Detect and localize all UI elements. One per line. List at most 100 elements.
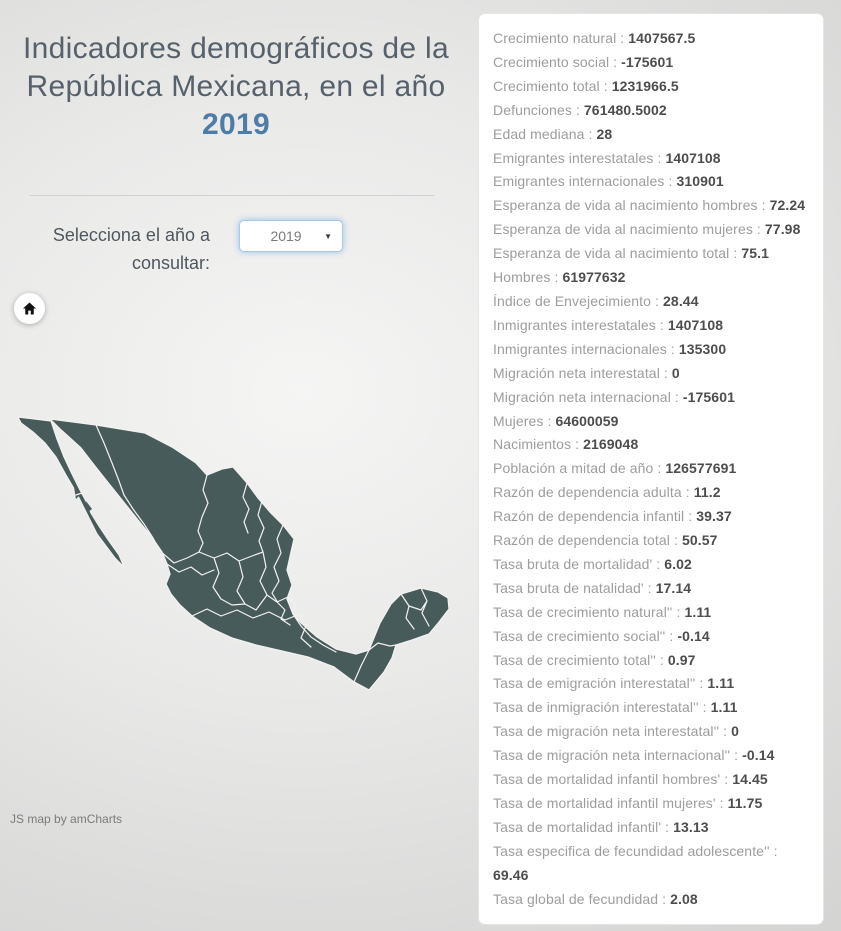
indicator-separator: : [599, 77, 612, 94]
indicator-separator: : [684, 508, 697, 525]
indicator-value: 0 [731, 723, 740, 740]
indicator-separator: : [670, 388, 683, 405]
indicator-value: 6.02 [664, 555, 692, 572]
indicator-label: Esperanza de vida al nacimiento mujeres [493, 221, 753, 238]
indicator-row: Migración neta internacional : -175601 [493, 386, 810, 410]
indicator-row: Tasa de crecimiento social'' : -0.14 [493, 625, 810, 649]
indicator-separator: : [655, 316, 668, 333]
indicator-row: Tasa de migración neta interestatal'' : … [493, 720, 810, 744]
indicator-label: Tasa bruta de mortalidad' [493, 555, 653, 572]
indicator-label: Tasa global de fecundidad [493, 890, 659, 907]
indicator-row: Nacimientos : 2169048 [493, 433, 810, 457]
map-baja-shape[interactable] [17, 416, 125, 568]
indicator-separator: : [729, 245, 742, 262]
indicator-row: Tasa de mortalidad infantil mujeres' : 1… [493, 792, 810, 816]
indicator-label: Edad mediana [493, 125, 585, 142]
indicator-row: Esperanza de vida al nacimiento total : … [493, 242, 810, 266]
indicator-separator: : [661, 818, 674, 835]
indicator-row: Índice de Envejecimiento : 28.44 [493, 290, 810, 314]
indicators-panel: Crecimiento natural : 1407567.5 Crecimien… [478, 13, 824, 925]
indicator-separator: : [669, 532, 682, 549]
indicator-value: 135300 [678, 340, 727, 357]
indicator-row: Defunciones : 761480.5002 [493, 99, 810, 123]
indicator-label: Emigrantes interestatales [493, 149, 654, 166]
indicator-label: Esperanza de vida al nacimiento hombres [493, 197, 758, 214]
indicator-label: Crecimiento social [493, 53, 610, 70]
indicator-row: Razón de dependencia adulta : 11.2 [493, 481, 810, 505]
indicator-value: 0.97 [667, 651, 696, 668]
indicator-separator: : [672, 603, 685, 620]
title-divider [30, 195, 434, 196]
indicator-separator: : [652, 555, 665, 572]
indicator-row: Hombres : 61977632 [493, 266, 810, 290]
indicator-row: Tasa bruta de natalidad' : 17.14 [493, 577, 810, 601]
home-button[interactable] [14, 293, 45, 324]
mexico-map[interactable] [0, 395, 470, 825]
indicator-separator: : [695, 675, 708, 692]
indicator-value: -175601 [621, 53, 674, 70]
indicator-label: Nacimientos [493, 436, 572, 453]
indicator-label: Tasa bruta de natalidad' [493, 579, 644, 596]
indicator-separator: : [616, 30, 629, 46]
indicator-separator: : [643, 579, 656, 596]
indicator-label: Índice de Envejecimiento [493, 292, 652, 309]
indicator-row: Tasa especifica de fecundidad adolescent… [493, 840, 810, 888]
amcharts-credit-link[interactable]: JS map by amCharts [10, 812, 123, 826]
map-island [86, 501, 92, 512]
indicator-row: Tasa de mortalidad infantil' : 13.13 [493, 816, 810, 840]
indicator-value: 126577691 [665, 460, 737, 477]
indicator-row: Tasa de migración neta internacional'' :… [493, 744, 810, 768]
indicator-label: Tasa especifica de fecundidad adolescent… [493, 842, 770, 859]
indicator-value: 0 [671, 364, 680, 381]
indicator-value: 310901 [676, 173, 724, 190]
page-title-text: Indicadores demográficos de la República… [23, 32, 449, 103]
indicator-row: Emigrantes internacionales : 310901 [493, 170, 810, 194]
indicator-value: 50.57 [681, 532, 718, 549]
map-mainland-shape[interactable] [49, 418, 450, 691]
indicator-separator: : [698, 699, 711, 716]
indicator-label: Tasa de mortalidad infantil hombres' [493, 771, 721, 788]
indicator-row: Población a mitad de año : 126577691 [493, 457, 810, 481]
indicator-value: 77.98 [764, 221, 801, 238]
indicator-value: 17.14 [655, 579, 692, 596]
indicator-separator: : [658, 890, 671, 907]
indicator-separator: : [659, 364, 672, 381]
indicator-label: Inmigrantes interestatales [493, 316, 656, 333]
indicator-row: Crecimiento natural : 1407567.5 [493, 27, 810, 51]
year-select[interactable]: 2019 ▼ [239, 220, 343, 252]
indicator-label: Defunciones [493, 101, 572, 118]
year-select-label: Selecciona el año a consultar: [52, 225, 210, 273]
indicator-row: Tasa bruta de mortalidad' : 6.02 [493, 553, 810, 577]
indicator-label: Crecimiento natural [493, 30, 617, 46]
indicator-value: 1407108 [667, 316, 724, 333]
indicator-value: 1.11 [710, 699, 738, 716]
indicator-value: 61977632 [562, 269, 626, 286]
indicator-label: Migración neta interestatal [493, 364, 660, 381]
indicator-value: 1407108 [665, 149, 721, 166]
map-state-borders [75, 424, 430, 683]
indicator-value: 2169048 [583, 436, 639, 453]
indicator-label: Tasa de mortalidad infantil' [493, 818, 662, 835]
indicator-value: 1407567.5 [628, 30, 696, 46]
indicator-row: Emigrantes interestatales : 1407108 [493, 147, 810, 171]
indicator-value: 13.13 [673, 818, 709, 835]
indicator-row: Tasa de inmigración interestatal'' : 1.1… [493, 696, 810, 720]
indicator-value: 11.75 [727, 795, 763, 811]
indicator-row: Inmigrantes interestatales : 1407108 [493, 314, 810, 338]
title-year: 2019 [202, 108, 270, 141]
indicator-separator: : [665, 627, 678, 644]
indicators-list: Crecimiento natural : 1407567.5 Crecimien… [493, 27, 810, 912]
indicator-value: 72.24 [769, 197, 806, 214]
indicator-separator: : [584, 125, 597, 142]
indicator-separator: : [720, 771, 733, 788]
indicator-label: Hombres [493, 269, 551, 286]
indicator-separator: : [769, 842, 778, 859]
indicator-separator: : [651, 292, 664, 309]
indicator-label: Migración neta internacional [493, 388, 671, 405]
indicator-row: Esperanza de vida al nacimiento hombres … [493, 194, 810, 218]
indicator-value: 28 [596, 125, 613, 142]
indicator-value: 14.45 [732, 771, 768, 788]
indicator-separator: : [730, 747, 743, 764]
indicator-value: 2.08 [670, 890, 698, 907]
